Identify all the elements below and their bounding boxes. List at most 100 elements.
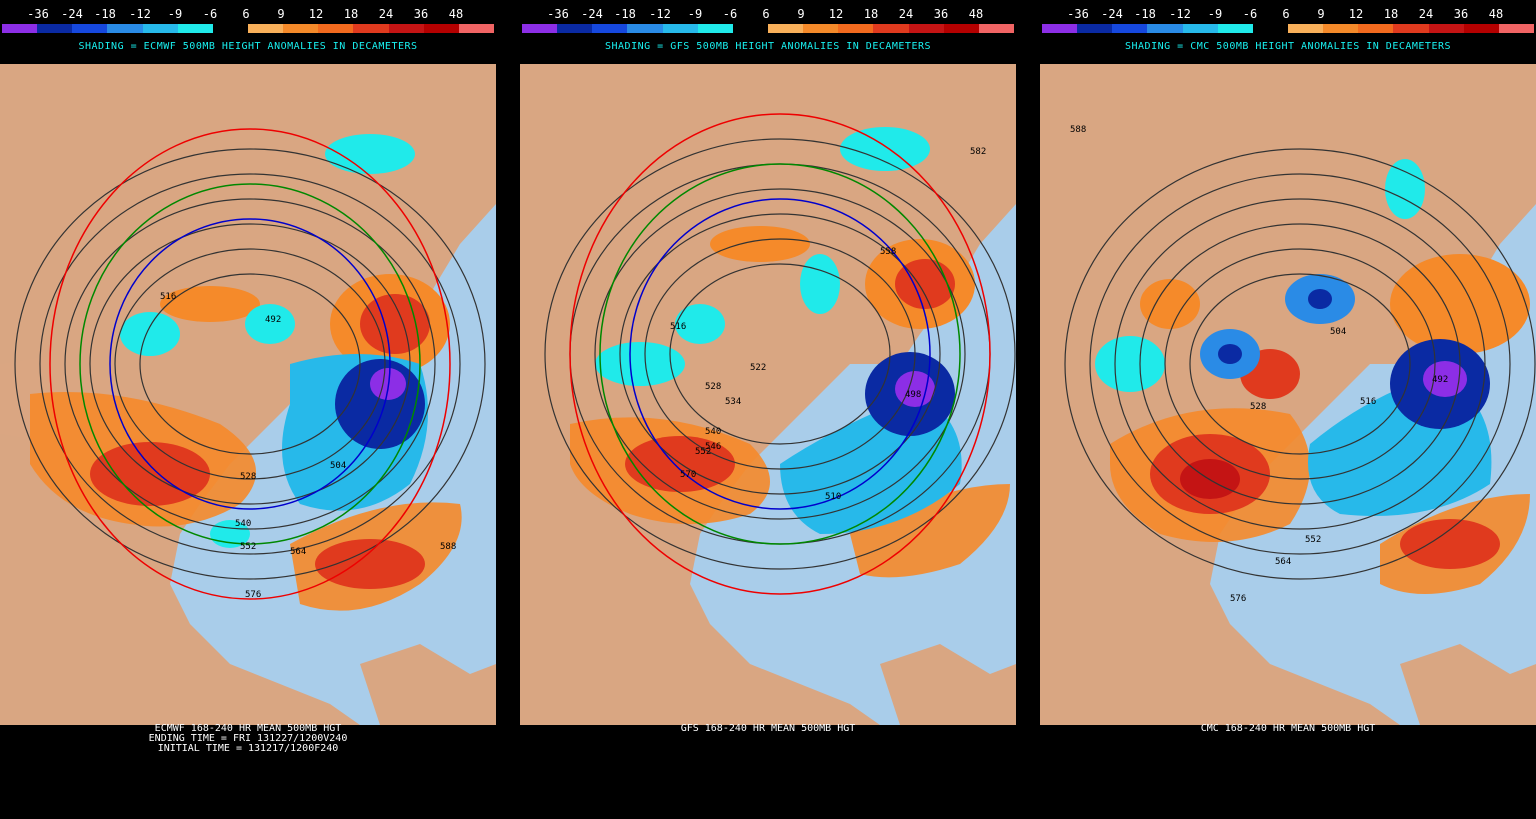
scale-label: -18 (1134, 7, 1156, 21)
scale-label: 6 (762, 7, 770, 21)
scale-swatch (283, 24, 319, 33)
scale-label: 18 (1383, 7, 1399, 21)
scale-labels: -36 -24 -18 -12 -9 -6 6 9 12 18 24 36 48 (520, 7, 1016, 21)
scale-swatch (2, 24, 38, 33)
scale-label: 18 (863, 7, 879, 21)
warm-anomaly-siberia (1390, 254, 1530, 354)
panel-cmc: -36 -24 -18 -12 -9 -6 6 9 12 18 24 36 48… (1040, 0, 1536, 819)
contour-label: 546 (705, 442, 721, 452)
scale-label: 24 (378, 7, 394, 21)
scale-label: -24 (1101, 7, 1123, 21)
scale-swatch (423, 24, 459, 33)
scale-swatch (1428, 24, 1464, 33)
contour-label: 576 (245, 590, 261, 600)
scale-label: 36 (413, 7, 429, 21)
scale-swatch (1182, 24, 1218, 33)
scale-label: 18 (343, 7, 359, 21)
height-contours (14, 148, 486, 580)
panel-ecmwf: -36 -24 -18 -12 -9 -6 6 9 12 18 24 36 48… (0, 0, 496, 819)
scale-label: -18 (94, 7, 116, 21)
contour-label: 528 (1250, 402, 1266, 412)
contour-label: 528 (705, 382, 721, 392)
scale-label: 24 (898, 7, 914, 21)
scale-label: -6 (202, 7, 218, 21)
scale-swatch (1077, 24, 1113, 33)
shading-title: SHADING = GFS 500MB HEIGHT ANOMALIES IN … (604, 41, 932, 52)
contour-label: 516 (670, 322, 686, 332)
contour-label: 552 (1305, 535, 1321, 545)
scale-swatch (1358, 24, 1394, 33)
contour-label: 540 (235, 519, 251, 529)
scale-label: -36 (27, 7, 49, 21)
scale-swatch (767, 24, 804, 33)
contour-label: 558 (880, 247, 896, 257)
scale-labels: -36 -24 -18 -12 -9 -6 6 9 12 18 24 36 48 (1040, 7, 1536, 21)
contour-label: 492 (1432, 375, 1448, 385)
scale-label: 36 (933, 7, 949, 21)
footer-line: ECMWF 168-240 HR MEAN 500MB HGT (154, 723, 342, 734)
scale-label: 36 (1453, 7, 1469, 21)
scale-swatch (1498, 24, 1534, 33)
color-scale-bar (522, 24, 1014, 33)
warm-anomaly-asia (1140, 279, 1200, 329)
shading-title: SHADING = ECMWF 500MB HEIGHT ANOMALIES I… (78, 41, 418, 52)
panel-gfs: -36 -24 -18 -12 -9 -6 6 9 12 18 24 36 48… (520, 0, 1016, 819)
footer-line: ENDING TIME = FRI 131227/1200V240 (148, 733, 348, 744)
contour-label: 552 (240, 542, 256, 552)
scale-swatch (177, 24, 213, 33)
scale-swatch (662, 24, 698, 33)
scale-swatch (1112, 24, 1148, 33)
cold-anomaly-kamchatka (1385, 159, 1425, 219)
scale-swatch (107, 24, 143, 33)
panel-footer: ECMWF 168-240 HR MEAN 500MB HGT ENDING T… (0, 724, 496, 754)
scale-label: 6 (1282, 7, 1290, 21)
scale-label: -9 (687, 7, 703, 21)
cold-anomaly-pole (120, 312, 180, 356)
scale-label: -12 (1169, 7, 1191, 21)
contour-label: 540 (705, 427, 721, 437)
contour-label: 564 (290, 547, 306, 557)
contour-label: 504 (330, 461, 346, 471)
contour-label: 516 (1360, 397, 1376, 407)
color-scale-bar (1042, 24, 1534, 33)
scale-swatch (557, 24, 593, 33)
contour-label: 570 (680, 470, 696, 480)
scale-swatch (978, 24, 1014, 33)
scale-label: -24 (581, 7, 603, 21)
shading-title: SHADING = CMC 500MB HEIGHT ANOMALIES IN … (1124, 41, 1452, 52)
contour-label: 498 (905, 390, 921, 400)
scale-label: -6 (722, 7, 738, 21)
height-anomaly-map: 588 504 516 528 552 564 576 492 (1040, 64, 1536, 725)
warm-core-east (315, 539, 425, 589)
scale-swatch (522, 24, 558, 33)
scale-swatch (318, 24, 354, 33)
scale-swatch (803, 24, 839, 33)
contour-label: 528 (240, 472, 256, 482)
scale-label: 6 (242, 7, 250, 21)
color-scale-bar (2, 24, 494, 33)
contour-label: 582 (970, 147, 986, 157)
contour-label: 516 (160, 292, 176, 302)
scale-label: -6 (1242, 7, 1258, 21)
scale-swatch (1252, 24, 1288, 33)
scale-swatch (1042, 24, 1078, 33)
scale-label: 12 (1348, 7, 1364, 21)
contour-label: 588 (1070, 125, 1086, 135)
scale-label: 12 (308, 7, 324, 21)
contour-label: 588 (440, 542, 456, 552)
scale-swatch (388, 24, 424, 33)
height-anomaly-map: 516 528 540 552 564 576 588 504 492 (0, 64, 496, 725)
scale-label: 9 (797, 7, 805, 21)
scale-swatch (72, 24, 108, 33)
panel-footer: GFS 168-240 HR MEAN 500MB HGT (520, 724, 1016, 734)
scale-swatch (838, 24, 874, 33)
scale-swatch (247, 24, 284, 33)
scale-swatch (1147, 24, 1183, 33)
scale-label: -36 (1067, 7, 1089, 21)
scale-label: -12 (129, 7, 151, 21)
scale-swatch (37, 24, 73, 33)
warm-anomaly-asia (710, 226, 810, 262)
contour-label: 504 (1330, 327, 1346, 337)
height-contours (1064, 148, 1536, 580)
scale-label: -24 (61, 7, 83, 21)
